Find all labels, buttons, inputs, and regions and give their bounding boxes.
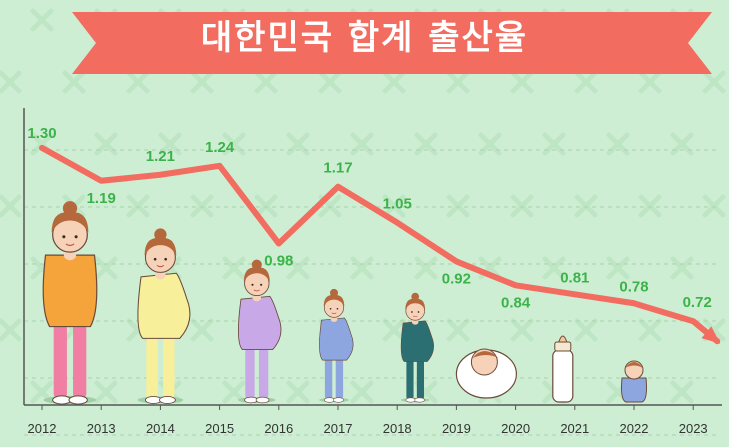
data-label-2016: 0.98 bbox=[264, 253, 293, 270]
bg-x-mark bbox=[638, 70, 662, 94]
bg-x-mark bbox=[0, 318, 22, 342]
bg-x-mark bbox=[0, 194, 22, 218]
x-tick-label-2014: 2014 bbox=[146, 421, 175, 436]
bg-x-mark bbox=[510, 194, 534, 218]
bg-x-mark bbox=[222, 256, 246, 280]
pregnant-woman-icon bbox=[319, 288, 354, 403]
baby-bottle-icon bbox=[552, 335, 574, 403]
small-child-icon bbox=[621, 360, 647, 403]
data-label-2018: 1.05 bbox=[383, 196, 412, 213]
bg-x-mark bbox=[350, 380, 374, 404]
x-tick-labels: 2012 2013 2014 2015 2016 2017 2018 2019 2020 2021… bbox=[28, 405, 708, 436]
bg-x-mark bbox=[94, 256, 118, 280]
bg-x-mark bbox=[254, 194, 278, 218]
data-label-2013: 1.19 bbox=[87, 190, 116, 207]
bg-x-mark bbox=[510, 70, 534, 94]
series-line bbox=[39, 144, 721, 345]
swaddled-baby-icon bbox=[455, 348, 517, 399]
bg-x-mark bbox=[446, 194, 470, 218]
x-tick-label-2012: 2012 bbox=[28, 421, 57, 436]
bg-x-mark bbox=[574, 194, 598, 218]
bg-x-mark bbox=[62, 70, 86, 94]
bg-x-mark bbox=[638, 194, 662, 218]
bg-x-mark bbox=[190, 194, 214, 218]
bg-x-mark bbox=[542, 256, 566, 280]
data-label-2022: 0.78 bbox=[619, 278, 648, 295]
bg-x-mark bbox=[702, 194, 726, 218]
x-tick-label-2013: 2013 bbox=[87, 421, 116, 436]
x-tick-label-2023: 2023 bbox=[679, 421, 708, 436]
data-label-2014: 1.21 bbox=[146, 148, 175, 165]
bg-x-mark bbox=[318, 70, 342, 94]
illustrations bbox=[42, 201, 647, 405]
bg-x-mark bbox=[286, 380, 310, 404]
x-tick-label-2018: 2018 bbox=[383, 421, 412, 436]
bg-x-mark bbox=[0, 70, 22, 94]
bg-x-mark bbox=[446, 318, 470, 342]
pregnant-woman-icon bbox=[238, 259, 282, 404]
grid-lines bbox=[24, 149, 720, 436]
adult-woman-icon bbox=[42, 201, 98, 405]
bg-x-mark bbox=[222, 380, 246, 404]
bg-x-mark bbox=[446, 70, 470, 94]
x-tick-label-2019: 2019 bbox=[442, 421, 471, 436]
bg-x-mark bbox=[606, 256, 630, 280]
x-tick-label-2022: 2022 bbox=[620, 421, 649, 436]
bg-x-mark bbox=[126, 194, 150, 218]
data-label-2019: 0.92 bbox=[442, 270, 471, 287]
x-tick-label-2021: 2021 bbox=[560, 421, 589, 436]
data-label-2015: 1.24 bbox=[205, 139, 235, 156]
x-tick-label-2016: 2016 bbox=[264, 421, 293, 436]
bg-x-mark bbox=[190, 318, 214, 342]
axes bbox=[23, 108, 722, 406]
bg-x-mark bbox=[30, 8, 54, 32]
pregnant-woman-icon bbox=[137, 228, 191, 404]
bg-x-mark bbox=[574, 70, 598, 94]
bg-x-mark bbox=[510, 318, 534, 342]
data-labels: 1.30 1.19 1.21 1.24 0.98 1.17 1.05 0.92 0.84 0.81… bbox=[27, 125, 711, 311]
trend-arrow-head bbox=[701, 326, 721, 344]
bg-x-mark bbox=[574, 318, 598, 342]
x-tick-label-2015: 2015 bbox=[205, 421, 234, 436]
title-banner bbox=[72, 12, 712, 74]
banner-ribbon bbox=[72, 12, 712, 74]
x-tick-label-2020: 2020 bbox=[501, 421, 530, 436]
bg-x-mark bbox=[702, 70, 726, 94]
data-label-2012: 1.30 bbox=[27, 125, 56, 142]
bg-x-mark bbox=[286, 256, 310, 280]
bg-x-mark bbox=[414, 256, 438, 280]
bg-x-mark bbox=[638, 318, 662, 342]
bg-x-mark bbox=[670, 256, 694, 280]
data-label-2017: 1.17 bbox=[323, 160, 352, 177]
bg-x-mark bbox=[190, 70, 214, 94]
bg-x-mark bbox=[94, 380, 118, 404]
bg-x-mark bbox=[350, 256, 374, 280]
data-label-2020: 0.84 bbox=[501, 294, 531, 311]
data-label-2023: 0.72 bbox=[683, 294, 712, 311]
bg-x-mark bbox=[670, 380, 694, 404]
bg-x-mark bbox=[382, 70, 406, 94]
bg-x-mark bbox=[126, 70, 150, 94]
chart-title: 대한민국 합계 출산율 bbox=[200, 18, 529, 58]
pregnant-woman-icon bbox=[400, 292, 434, 403]
data-label-2021: 0.81 bbox=[560, 269, 589, 286]
x-tick-label-2017: 2017 bbox=[324, 421, 353, 436]
bg-x-mark bbox=[382, 318, 406, 342]
bg-x-mark bbox=[254, 70, 278, 94]
bg-x-mark bbox=[382, 194, 406, 218]
